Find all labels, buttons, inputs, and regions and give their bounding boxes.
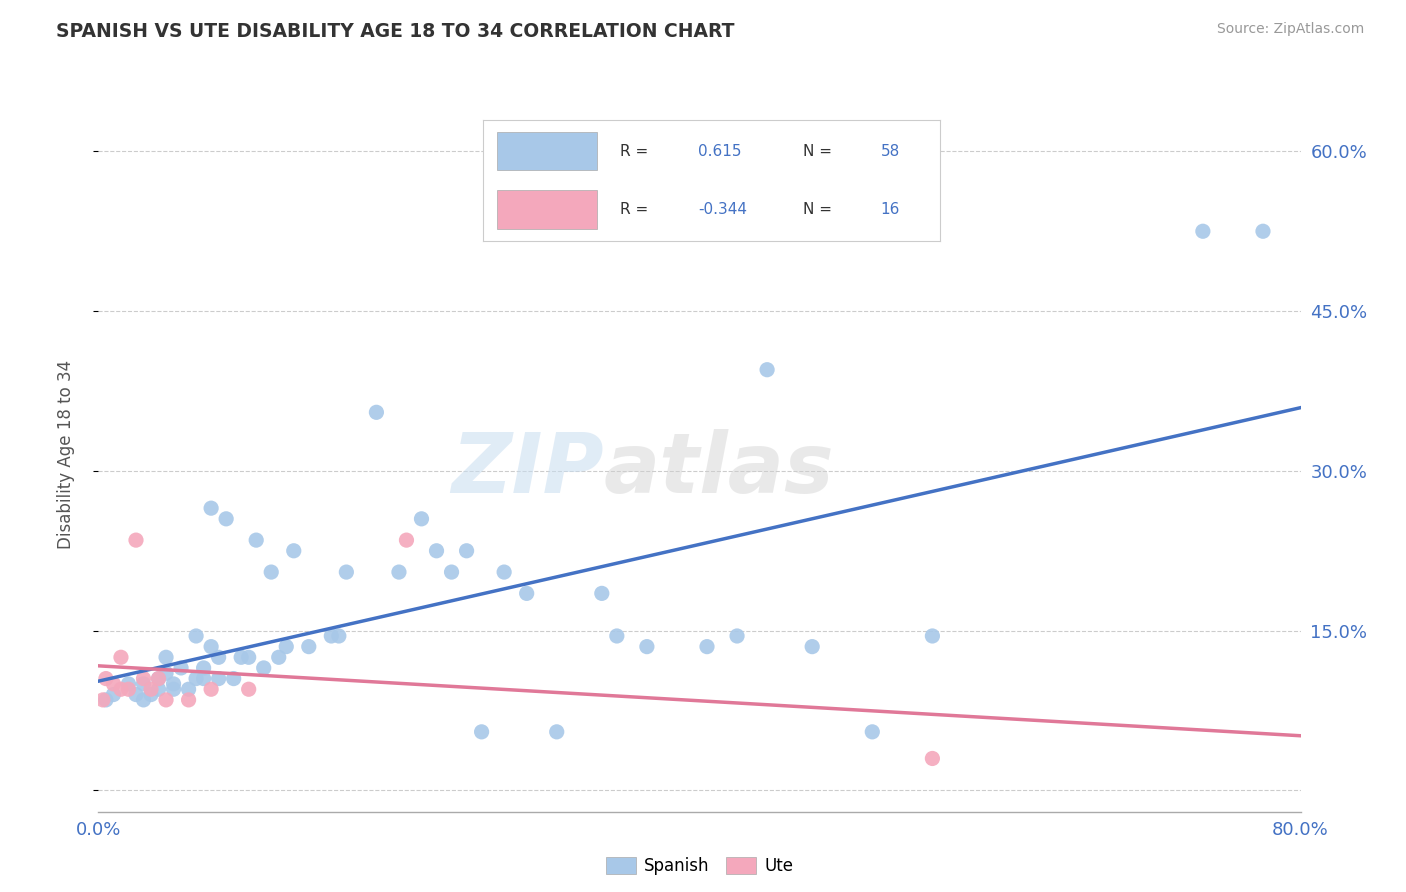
- Point: [260, 565, 283, 579]
- Point: [94, 672, 117, 686]
- Point: [117, 682, 139, 697]
- Point: [208, 672, 231, 686]
- Point: [200, 501, 222, 516]
- Point: [193, 661, 215, 675]
- Point: [148, 672, 170, 686]
- Point: [425, 543, 447, 558]
- Point: [132, 677, 155, 691]
- Point: [801, 640, 824, 654]
- Point: [110, 682, 132, 697]
- Point: [155, 650, 177, 665]
- Point: [155, 666, 177, 681]
- Point: [335, 565, 357, 579]
- Point: [321, 629, 343, 643]
- Point: [395, 533, 418, 548]
- Point: [148, 682, 170, 697]
- Point: [606, 629, 628, 643]
- Point: [696, 640, 718, 654]
- Point: [193, 672, 215, 686]
- Point: [1251, 224, 1274, 238]
- Point: [267, 650, 290, 665]
- Point: [184, 672, 207, 686]
- Point: [103, 688, 125, 702]
- Text: SPANISH VS UTE DISABILITY AGE 18 TO 34 CORRELATION CHART: SPANISH VS UTE DISABILITY AGE 18 TO 34 C…: [56, 22, 735, 41]
- Point: [170, 661, 193, 675]
- Point: [283, 543, 305, 558]
- Point: [440, 565, 463, 579]
- Point: [125, 688, 148, 702]
- Point: [117, 677, 139, 691]
- Point: [411, 512, 433, 526]
- Point: [756, 362, 779, 376]
- Y-axis label: Disability Age 18 to 34: Disability Age 18 to 34: [56, 360, 75, 549]
- Point: [516, 586, 538, 600]
- Point: [132, 693, 155, 707]
- Point: [177, 682, 200, 697]
- Point: [200, 640, 222, 654]
- Point: [231, 650, 253, 665]
- Point: [238, 682, 260, 697]
- Point: [546, 724, 568, 739]
- Point: [456, 543, 478, 558]
- Point: [591, 586, 613, 600]
- Point: [148, 672, 170, 686]
- Point: [125, 533, 148, 548]
- Point: [471, 724, 494, 739]
- Point: [921, 751, 943, 765]
- Text: ZIP: ZIP: [451, 429, 603, 509]
- Point: [1192, 224, 1215, 238]
- Point: [200, 682, 222, 697]
- Point: [725, 629, 748, 643]
- Point: [162, 677, 184, 691]
- Point: [636, 640, 658, 654]
- Point: [366, 405, 388, 419]
- Point: [860, 724, 883, 739]
- Text: atlas: atlas: [603, 429, 834, 509]
- Point: [276, 640, 298, 654]
- Text: Source: ZipAtlas.com: Source: ZipAtlas.com: [1216, 22, 1364, 37]
- Point: [132, 672, 155, 686]
- Point: [177, 693, 200, 707]
- Point: [139, 688, 162, 702]
- Point: [298, 640, 321, 654]
- Point: [388, 565, 411, 579]
- Point: [103, 677, 125, 691]
- Point: [253, 661, 276, 675]
- Point: [238, 650, 260, 665]
- Point: [155, 693, 177, 707]
- Point: [91, 693, 114, 707]
- Point: [222, 672, 245, 686]
- Point: [94, 693, 117, 707]
- Point: [215, 512, 238, 526]
- Point: [208, 650, 231, 665]
- Point: [494, 565, 516, 579]
- Point: [328, 629, 350, 643]
- Point: [110, 650, 132, 665]
- Point: [184, 629, 207, 643]
- Point: [162, 682, 184, 697]
- Point: [921, 629, 943, 643]
- Point: [245, 533, 267, 548]
- Point: [139, 682, 162, 697]
- Legend: Spanish, Ute: Spanish, Ute: [599, 850, 800, 882]
